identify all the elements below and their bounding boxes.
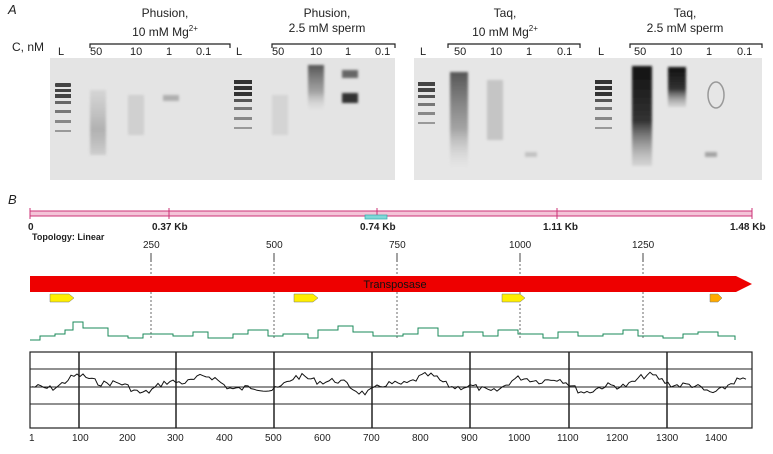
lane-label: 1	[706, 46, 713, 58]
lane-label: 50	[634, 46, 647, 58]
panel-a-letter: A	[8, 2, 17, 17]
lane-label: 1	[526, 46, 533, 58]
ruler-label: 1.48 Kb	[730, 222, 766, 233]
ladder-bands	[55, 80, 612, 132]
axis-tick-label: 300	[167, 433, 184, 444]
lane-group-brackets	[89, 43, 763, 48]
transposase-feature-arrow[interactable]	[30, 276, 752, 292]
group-header-phusion-sperm: Phusion, 2.5 mM sperm	[288, 6, 366, 35]
view-window-marker[interactable]	[364, 214, 388, 220]
profile-plot-frame	[29, 351, 753, 429]
transposase-label: Transposase	[363, 279, 426, 291]
gel-right	[414, 58, 762, 180]
lane-label: 0.1	[196, 46, 212, 58]
axis-tick-label: 400	[216, 433, 233, 444]
position-label: 750	[389, 240, 406, 251]
axis-tick-label: 800	[412, 433, 429, 444]
lane-label: 0.1	[557, 46, 573, 58]
axis-tick-label: 900	[461, 433, 478, 444]
position-tick-marks	[150, 253, 644, 262]
panel-b-letter: B	[8, 192, 17, 207]
ruler-label: 0.37 Kb	[152, 222, 188, 233]
sample-bands-right	[450, 66, 717, 167]
position-guides	[150, 256, 644, 340]
lane-label: 1	[166, 46, 173, 58]
position-label: 1000	[509, 240, 532, 251]
bubble-artifact	[707, 81, 725, 109]
axis-tick-label: 1300	[656, 433, 679, 444]
group-header-taq-mg: Taq, 10 mM Mg2+	[472, 6, 538, 39]
lane-label: 50	[454, 46, 467, 58]
lane-label: 0.1	[737, 46, 753, 58]
axis-tick-label: 700	[363, 433, 380, 444]
axis-tick-label: 1400	[705, 433, 728, 444]
length-ruler	[29, 208, 753, 220]
group-header-taq-sperm: Taq, 2.5 mM sperm	[646, 6, 724, 35]
ruler-label: 0.74 Kb	[360, 222, 396, 233]
position-label: 1250	[632, 240, 655, 251]
lane-label: 10	[670, 46, 683, 58]
lane-label: L	[236, 46, 243, 58]
lane-label: 50	[90, 46, 103, 58]
position-label: 500	[266, 240, 283, 251]
concentration-axis-label: C, nM	[12, 40, 45, 54]
gel-left	[50, 58, 395, 180]
axis-tick-label: 1100	[557, 433, 579, 444]
ruler-label: 1.11 Kb	[543, 222, 579, 233]
axis-tick-label: 1200	[606, 433, 629, 444]
hydropathy-profile-trace	[31, 371, 747, 396]
axis-tick-label: 1	[29, 433, 35, 444]
orf-arrows[interactable]	[49, 293, 723, 303]
lane-label: 50	[272, 46, 285, 58]
axis-tick-label: 200	[119, 433, 136, 444]
axis-tick-label: 1000	[508, 433, 531, 444]
position-label: 250	[143, 240, 160, 251]
lane-label: 10	[130, 46, 143, 58]
ruler-label: 0	[28, 222, 34, 233]
sample-bands-left	[90, 65, 358, 155]
lane-label: 10	[490, 46, 503, 58]
lane-label: 0.1	[375, 46, 391, 58]
axis-tick-label: 100	[72, 433, 89, 444]
axis-tick-label: 500	[265, 433, 282, 444]
axis-tick-label: 600	[314, 433, 331, 444]
group-header-phusion-mg: Phusion, 10 mM Mg2+	[132, 6, 198, 39]
topology-label: Topology: Linear	[32, 232, 105, 242]
lane-label: L	[598, 46, 605, 58]
gc-content-trace	[30, 321, 736, 341]
lane-label: L	[420, 46, 427, 58]
lane-label: 1	[345, 46, 352, 58]
lane-label: 10	[310, 46, 323, 58]
lane-label: L	[58, 46, 65, 58]
